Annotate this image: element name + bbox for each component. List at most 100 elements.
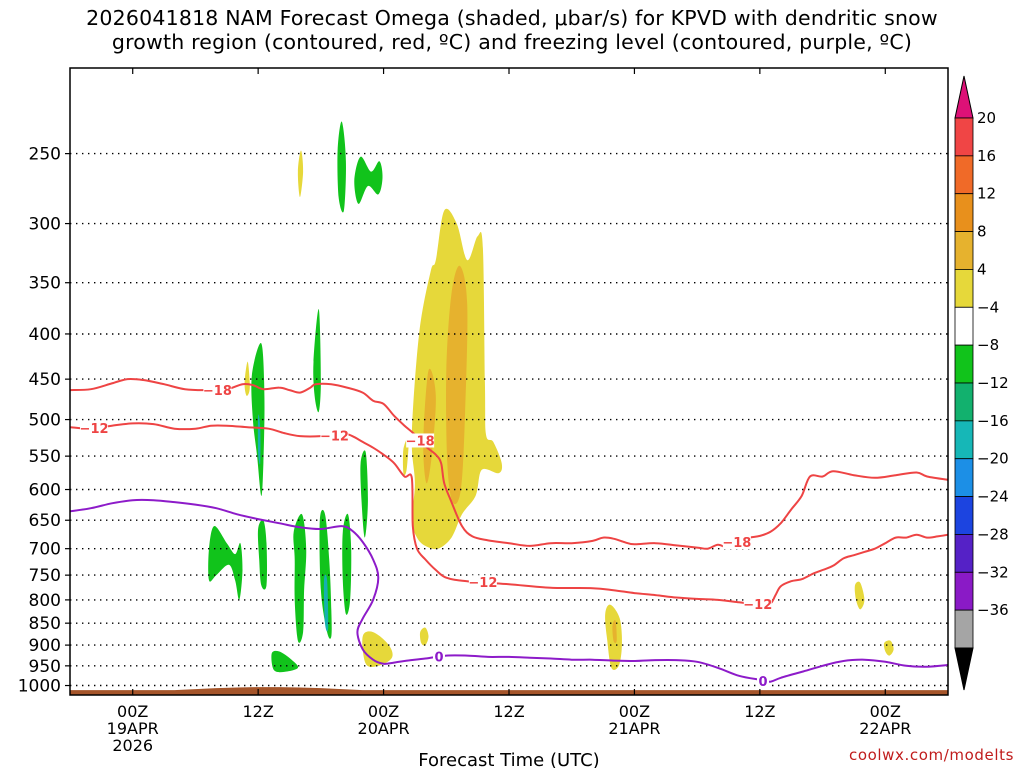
x-tick-label: 2026	[112, 736, 153, 755]
omega-region-up-14	[271, 650, 299, 673]
contour-label: −12	[468, 576, 497, 591]
contour-label-bg-5	[468, 575, 497, 590]
colorbar: 20 16 12 8 4 −4 −8 −12 −16 −20 −24 −28 −32 −36	[954, 75, 1009, 691]
contour-label-bg-8	[756, 673, 769, 688]
y-axis: 2503003504004505005506006507007508008509…	[18, 145, 70, 697]
contour-label-bg-3	[80, 420, 109, 435]
colorbar-label: −20	[977, 450, 1009, 468]
colorbar-top-triangle	[954, 75, 974, 119]
y-tick-label: 400	[29, 325, 61, 345]
y-tick-label: 1000	[18, 677, 61, 697]
colorbar-label: −36	[977, 601, 1009, 619]
contour-label: −12	[80, 422, 109, 437]
contour-label: −12	[743, 598, 772, 613]
colorbar-swatch	[954, 193, 974, 232]
contour-label-bg-1	[406, 433, 435, 448]
omega-region-down-17	[423, 368, 436, 484]
y-tick-label: 950	[29, 657, 61, 677]
colorbar-swatch	[954, 306, 974, 346]
x-tick-label: 00Z	[619, 702, 650, 721]
contour-label: 0	[434, 650, 443, 665]
y-tick-label: 650	[29, 511, 61, 531]
y-tick-label: 750	[29, 566, 61, 586]
y-tick-label: 550	[29, 447, 61, 467]
y-tick-label: 800	[29, 591, 61, 611]
colorbar-label: −4	[977, 298, 999, 316]
x-tick-label: 22APR	[859, 719, 911, 738]
plot-frame	[69, 67, 949, 696]
omega-region-up-12	[342, 513, 352, 615]
x-tick-label: 00Z	[117, 702, 148, 721]
omega-region-up-5	[313, 309, 321, 413]
credit-text: coolwx.com/modelts	[849, 746, 1014, 764]
x-axis-label: Forecast Time (UTC)	[418, 750, 599, 768]
omega-region-down-19	[419, 627, 429, 646]
y-tick-label: 500	[29, 411, 61, 431]
omega-region-down-18	[446, 265, 468, 505]
colorbar-swatch	[954, 571, 974, 611]
omega-region-down-22	[612, 620, 617, 644]
x-tick-label: 12Z	[493, 702, 524, 721]
y-tick-label: 250	[29, 145, 61, 165]
omega-region-up-1	[354, 156, 383, 204]
contour-label-bg-7	[432, 649, 445, 664]
contour-line--18	[70, 377, 948, 550]
contour-line-0	[70, 498, 948, 683]
contour-label-bg-4	[320, 428, 349, 443]
colorbar-label: −28	[977, 525, 1009, 543]
omega-region-down-24	[883, 640, 894, 656]
contour-label: −18	[406, 434, 435, 449]
contour-label: 0	[758, 675, 767, 690]
colorbar-label: 20	[977, 109, 996, 127]
colorbar-swatch	[954, 117, 974, 157]
y-tick-label: 850	[29, 614, 61, 634]
omega-region-up-13	[360, 450, 368, 538]
colorbar-label: −16	[977, 412, 1009, 430]
chart-title: 2026041818 NAM Forecast Omega (shaded, μ…	[0, 6, 1024, 54]
x-tick-label: 00Z	[368, 702, 399, 721]
x-tick-label: 12Z	[744, 702, 775, 721]
colorbar-label: −24	[977, 488, 1009, 506]
contour-label: −18	[722, 536, 751, 551]
y-tick-label: 450	[29, 370, 61, 390]
contour-label-bg-2	[722, 535, 751, 550]
y-tick-label: 300	[29, 215, 61, 235]
contour-layer	[70, 377, 948, 683]
y-tick-label: 900	[29, 636, 61, 656]
omega-region-down-2	[297, 150, 304, 198]
colorbar-label: 12	[977, 185, 996, 203]
y-tick-label: 350	[29, 274, 61, 294]
x-tick-label: 00Z	[870, 702, 901, 721]
omega-region-up-7	[208, 526, 243, 601]
colorbar-swatch	[954, 420, 974, 460]
colorbar-label: 8	[977, 223, 987, 241]
contour-line--12	[70, 422, 948, 606]
x-tick-label: 12Z	[242, 702, 273, 721]
omega-region-up-11	[323, 574, 329, 632]
omega-region-up-3	[251, 343, 265, 496]
omega-region-up-8	[257, 519, 268, 590]
colorbar-swatch	[954, 231, 974, 270]
chart-title-line2: growth region (contoured, red, ºC) and f…	[111, 30, 913, 54]
colorbar-label: 16	[977, 147, 996, 165]
contour-label-bg-6	[743, 597, 772, 612]
contour-labels-layer: −18 −18 −18 −12 −12 −12 −12 0 0	[80, 383, 772, 690]
grid-layer	[70, 152, 948, 687]
colorbar-bottom-triangle	[954, 647, 974, 691]
colorbar-swatch	[954, 458, 974, 497]
omega-region-up-10	[319, 509, 332, 639]
omega-region-up-9	[293, 513, 307, 643]
omega-region-up-0	[337, 121, 346, 213]
colorbar-label: −12	[977, 374, 1009, 392]
contour-label: −12	[320, 429, 349, 444]
colorbar-label: −8	[977, 336, 999, 354]
colorbar-swatch	[954, 534, 974, 573]
y-tick-label: 700	[29, 540, 61, 560]
omega-region-down-23	[854, 581, 865, 610]
omega-shading-layer	[208, 121, 894, 673]
contour-label-bg-0	[203, 383, 232, 398]
colorbar-swatch	[954, 496, 974, 535]
x-tick-label: 21APR	[608, 719, 660, 738]
